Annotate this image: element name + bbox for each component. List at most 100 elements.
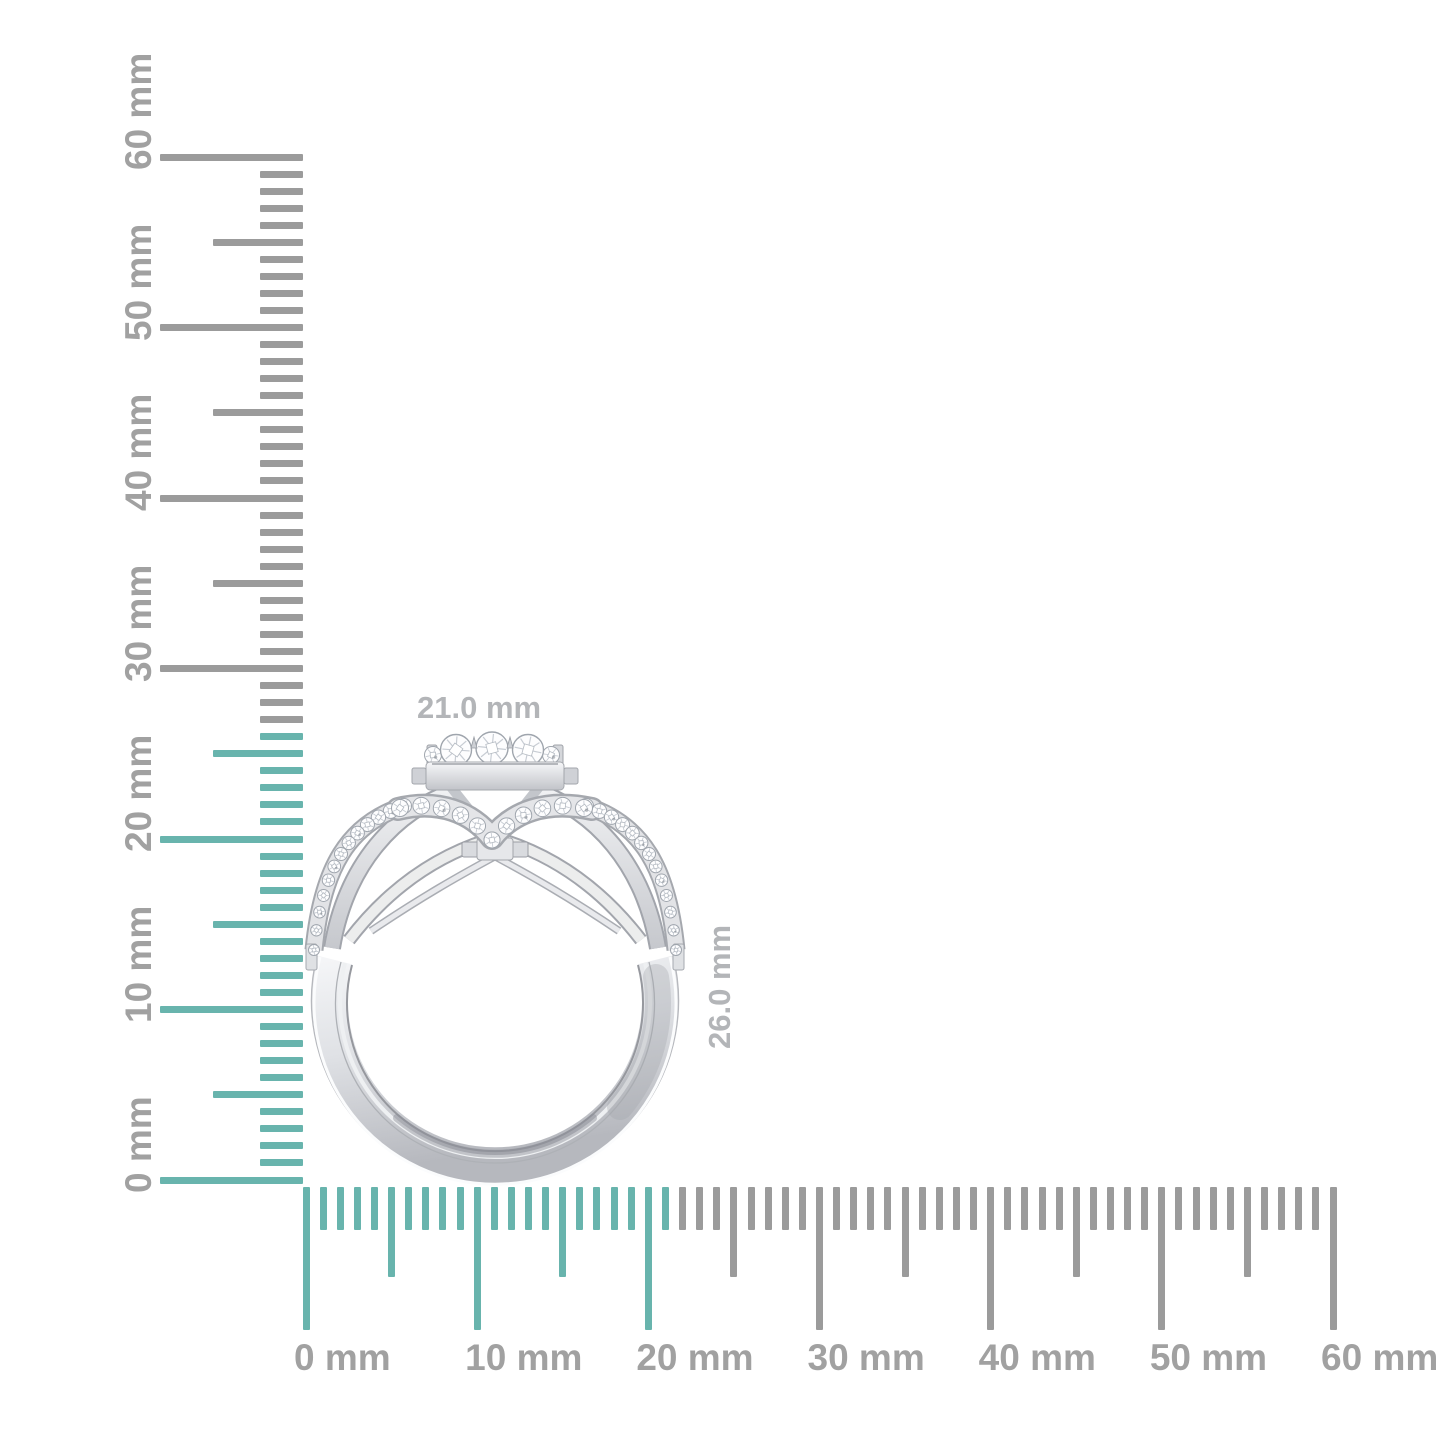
ruler-tick — [213, 920, 303, 928]
ruler-tick — [260, 443, 303, 451]
ruler-tick — [1226, 1187, 1234, 1230]
ruler-tick — [260, 971, 303, 979]
ruler-tick — [213, 1091, 303, 1099]
ruler-tick — [1158, 1187, 1166, 1330]
halo-rim — [425, 761, 565, 791]
ruler-tick — [593, 1187, 601, 1230]
diamond-stone — [412, 796, 431, 815]
diamond-stone — [603, 809, 620, 825]
ruler-label: 30 mm — [807, 1337, 925, 1378]
ruler-tick — [935, 1187, 943, 1230]
ruler-tick — [1106, 1187, 1114, 1230]
ruler-tick — [260, 545, 303, 553]
ruler-tick — [867, 1187, 875, 1230]
ruler-tick — [1175, 1187, 1183, 1230]
ruler-tick — [260, 699, 303, 707]
ruler-tick — [160, 1006, 303, 1013]
ruler-tick — [260, 682, 303, 690]
diamond-stone — [553, 796, 572, 815]
ruler-tick — [260, 187, 303, 195]
diamond-stone — [310, 924, 323, 937]
ruler-tick — [260, 204, 303, 212]
ruler-tick — [1072, 1187, 1080, 1277]
ruler-tick — [213, 409, 303, 417]
ruler-tick — [473, 1187, 481, 1330]
ruler-tick — [260, 852, 303, 860]
ruler-tick — [302, 1187, 310, 1330]
ruler-label: 0 mm — [294, 1337, 391, 1378]
ruler-tick — [405, 1187, 413, 1230]
diamond-stone — [654, 873, 669, 887]
ruler-tick — [260, 733, 303, 741]
ruler-tick — [260, 392, 303, 400]
diamond-stone — [625, 825, 640, 841]
ruler-tick — [319, 1187, 327, 1230]
ruler-tick — [730, 1187, 738, 1277]
ruler-tick — [260, 1074, 303, 1082]
ruler-tick — [160, 1176, 303, 1184]
ruler-tick — [260, 801, 303, 809]
ruler-label: 50 mm — [1149, 1337, 1268, 1378]
diamond-stone — [670, 944, 682, 956]
diamond-stone — [648, 859, 663, 874]
ruler-tick — [747, 1187, 755, 1230]
ruler-tick — [370, 1187, 378, 1230]
ruler-tick — [576, 1187, 584, 1230]
ring-band — [310, 955, 680, 1186]
ruler-tick — [213, 750, 303, 758]
diamond-stone — [468, 817, 487, 835]
diamond-stone — [321, 873, 336, 887]
ruler-tick — [260, 358, 303, 366]
diamond-stone — [334, 847, 348, 861]
ruler-tick — [213, 238, 303, 246]
diamond-stone — [483, 831, 501, 849]
ruler-tick — [260, 1023, 303, 1031]
ruler-tick — [260, 1125, 303, 1133]
ruler-tick — [781, 1187, 789, 1230]
diamond-stone — [634, 835, 649, 851]
diamond-stone — [659, 888, 673, 902]
diamond-stone — [575, 799, 593, 817]
ring-width-label: 21.0 mm — [417, 690, 542, 725]
ruler-tick — [260, 562, 303, 570]
ruler-tick — [260, 886, 303, 894]
ruler-tick — [816, 1187, 823, 1330]
ruler-tick — [610, 1187, 618, 1230]
ruler-tick — [456, 1187, 464, 1230]
ruler-tick — [260, 221, 303, 229]
ruler-tick — [260, 903, 303, 911]
ruler-tick — [260, 767, 303, 775]
diamond-stone — [308, 944, 320, 956]
ruler-tick — [1295, 1187, 1303, 1230]
ruler-label: 20 mm — [636, 1337, 754, 1378]
rim-tab-right — [563, 767, 579, 785]
ruler-tick — [260, 1108, 303, 1116]
ruler-tick — [1312, 1187, 1320, 1230]
ruler-tick — [160, 324, 303, 331]
ruler-tick — [1278, 1187, 1286, 1230]
prong-tip — [470, 735, 478, 749]
ruler-tick — [260, 613, 303, 621]
ruler-tick — [559, 1187, 567, 1277]
ruler-tick — [260, 511, 303, 519]
diamond-stone — [439, 733, 473, 767]
ruler-tick — [260, 818, 303, 826]
diamond-stone — [511, 733, 545, 767]
diamond-stone — [514, 806, 533, 824]
ruler-tick — [260, 170, 303, 178]
ruler-tick — [160, 153, 303, 161]
ruler-tick — [260, 988, 303, 996]
diamond-stone — [424, 746, 442, 764]
diamond-stone — [475, 731, 509, 765]
ruler-tick — [490, 1187, 498, 1230]
ruler-tick — [525, 1187, 533, 1230]
ruler-tick — [764, 1187, 772, 1230]
ruler-tick — [160, 665, 303, 672]
ruler-tick — [260, 1159, 303, 1167]
ruler-tick — [336, 1187, 344, 1230]
ruler-tick — [439, 1187, 447, 1230]
diamond-stone — [370, 809, 387, 825]
ruler-tick — [260, 1057, 303, 1065]
